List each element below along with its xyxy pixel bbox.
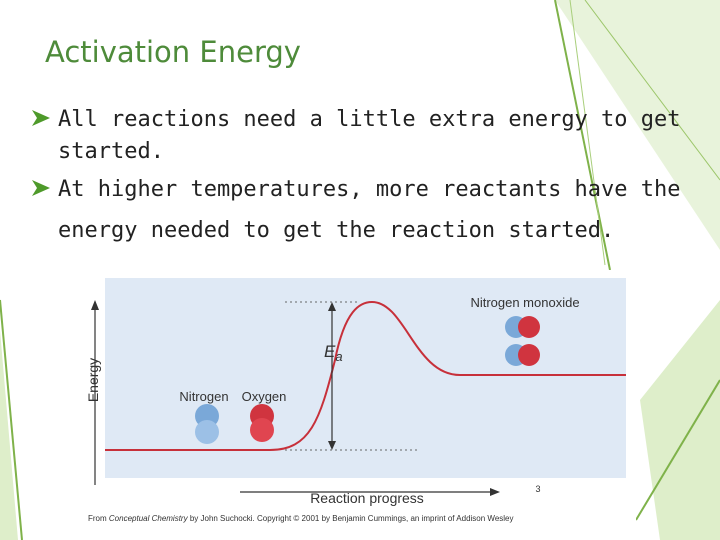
plot-panel: [105, 278, 626, 478]
arrow-head: [490, 488, 500, 496]
arrow-head: [91, 300, 99, 310]
decor-line: [584, 0, 720, 181]
bullet-text: energy needed to get the reaction starte…: [58, 218, 614, 243]
arrow-head: [328, 441, 336, 450]
decor-line: [554, 0, 611, 271]
decor-shape: [640, 300, 720, 540]
bullet-icon: [32, 180, 50, 196]
energy-curve: [105, 300, 626, 451]
figure-credit: From Conceptual Chemistry by John Suchoc…: [88, 514, 514, 523]
credit-part: Conceptual Chemistry: [109, 514, 189, 523]
figure: Ea Energy Reaction progress Nitrogen Oxy…: [80, 270, 636, 528]
credit-part: by John Suchocki. Copyright © 2001 by Be…: [188, 514, 514, 523]
molecule: [195, 316, 540, 444]
decor-shape: [0, 330, 18, 540]
page-number: 3: [535, 484, 540, 494]
reactant-label: Nitrogen: [179, 389, 228, 404]
y-axis-label: Energy: [85, 358, 101, 402]
bullet-text: At higher temperatures, more reactants h…: [58, 177, 681, 202]
product-label: Nitrogen monoxide: [470, 295, 579, 310]
atom: [250, 418, 274, 442]
x-axis-label: Reaction progress: [310, 490, 424, 506]
ea-symbol: E: [324, 342, 336, 361]
decor-line: [635, 379, 720, 521]
bullet-marker: [32, 110, 50, 196]
atom: [518, 344, 540, 366]
bullet-text: All reactions need a little extra energy…: [58, 107, 681, 132]
credit-part: From: [88, 514, 109, 523]
decor-shape: [555, 0, 720, 250]
reactant-label: Oxygen: [242, 389, 287, 404]
bullet-icon: [32, 110, 50, 126]
atom: [518, 316, 540, 338]
bullet-text: started.: [58, 139, 164, 164]
ea-label: Ea: [324, 342, 343, 364]
decor-line: [569, 0, 606, 266]
decor-line: [0, 299, 23, 540]
slide-title: Activation Energy: [45, 35, 301, 69]
atom: [195, 420, 219, 444]
arrow-head: [328, 302, 336, 311]
ea-subscript: a: [335, 349, 342, 364]
